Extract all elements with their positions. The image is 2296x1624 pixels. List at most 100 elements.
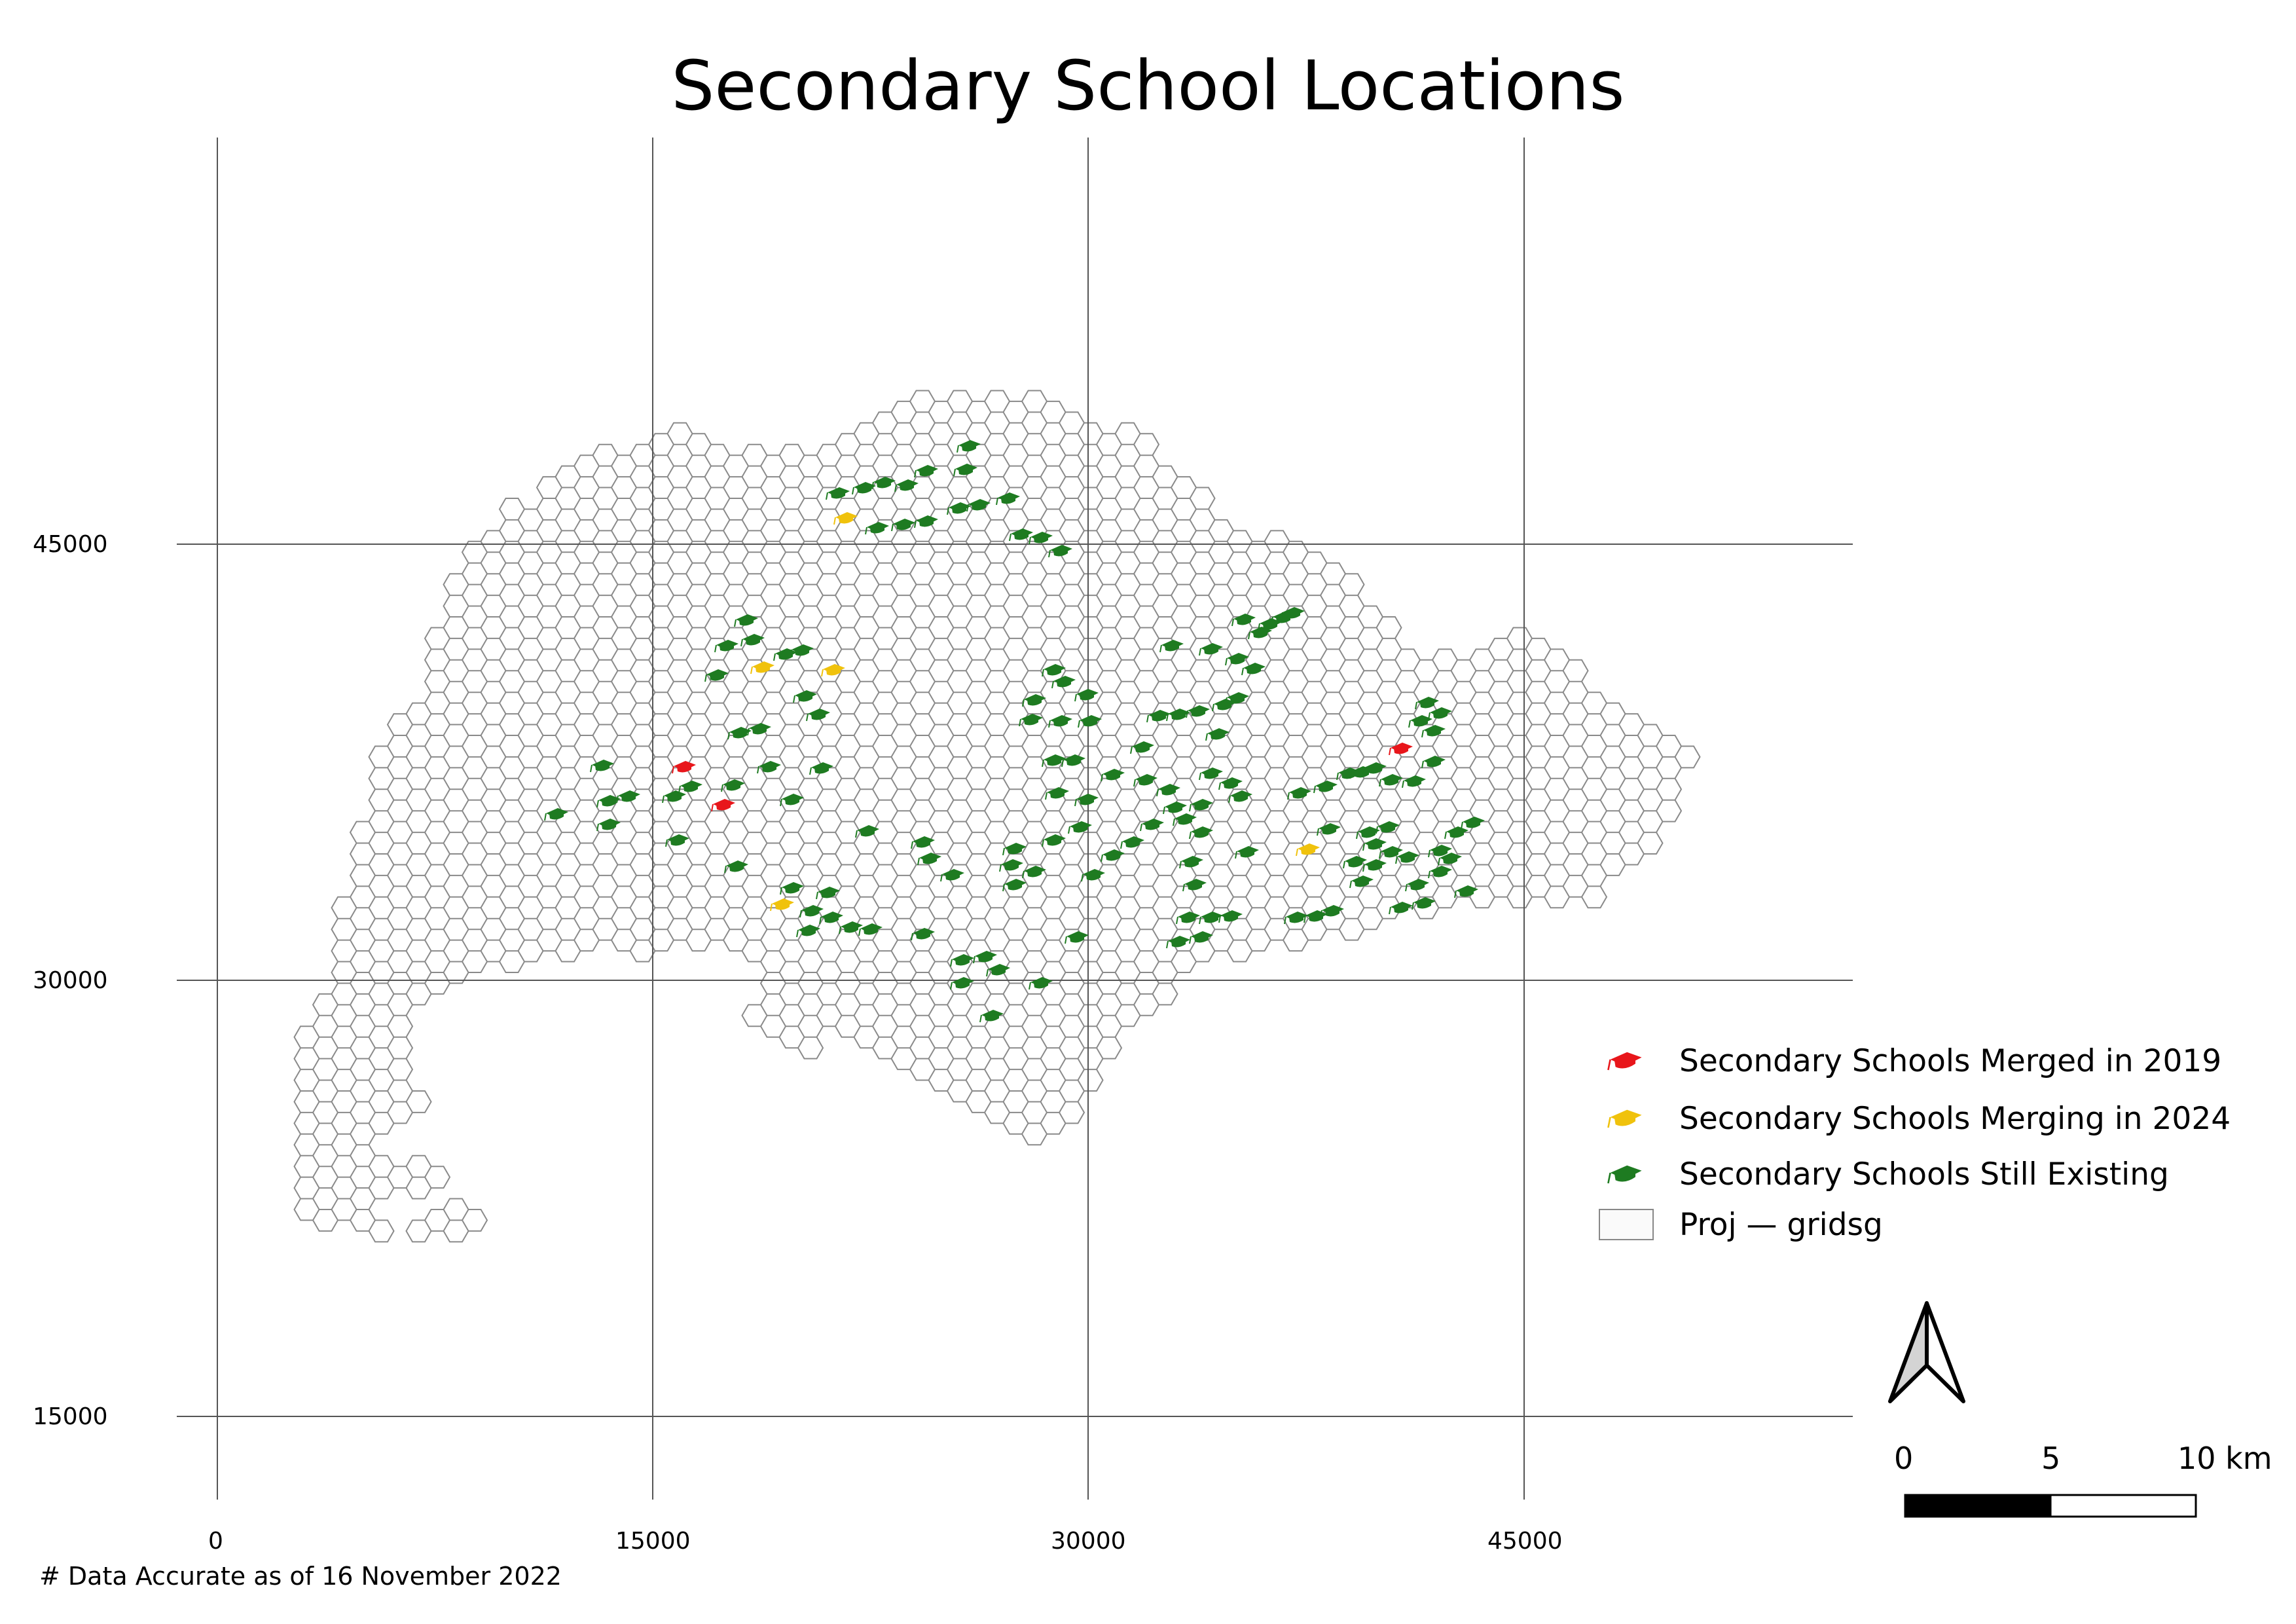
school-marker: [1081, 869, 1105, 882]
school-marker: [1199, 767, 1223, 781]
school-marker: [672, 761, 696, 774]
school-marker: [819, 912, 843, 925]
school-marker: [1241, 663, 1266, 676]
school-marker: [1313, 781, 1338, 794]
school-marker: [1199, 912, 1223, 925]
polygon-fill-icon: [1599, 1209, 1654, 1240]
school-marker: [1199, 643, 1223, 656]
school-marker: [1287, 787, 1311, 800]
school-markers-layer: [544, 440, 1485, 1023]
school-marker: [891, 519, 915, 532]
school-marker: [799, 905, 824, 918]
data-note: # Data Accurate as of 16 November 2022: [39, 1562, 562, 1591]
school-marker: [1258, 618, 1282, 631]
legend-item-merging-2024: Secondary Schools Merging in 2024: [1597, 1096, 2252, 1141]
school-marker: [704, 669, 729, 682]
school-marker: [911, 836, 935, 849]
school-marker: [1284, 912, 1308, 925]
school-marker: [1218, 910, 1243, 923]
school-marker: [1189, 826, 1213, 840]
school-marker: [1146, 710, 1171, 723]
school-marker: [1068, 821, 1092, 834]
school-marker: [996, 492, 1020, 506]
school-marker: [1454, 885, 1478, 898]
school-marker: [740, 634, 765, 647]
school-marker: [747, 723, 771, 736]
school-marker: [665, 834, 689, 847]
school-marker: [1019, 714, 1043, 727]
school-marker: [1402, 775, 1426, 788]
x-tick-label: 0: [208, 1528, 223, 1555]
school-marker: [1303, 910, 1328, 923]
school-marker: [1444, 826, 1468, 840]
school-marker: [1029, 532, 1053, 545]
school-marker: [757, 761, 781, 774]
school-marker: [833, 512, 858, 525]
school-marker: [826, 487, 850, 500]
map-title: Secondary School Locations: [671, 46, 1625, 126]
school-marker: [1133, 774, 1157, 787]
legend-label: Secondary Schools Merged in 2019: [1679, 1043, 2222, 1079]
school-marker: [714, 640, 738, 653]
school-marker: [1395, 851, 1419, 864]
school-marker: [796, 925, 820, 938]
school-marker: [986, 964, 1010, 977]
school-marker: [1235, 846, 1259, 859]
school-marker: [940, 869, 964, 882]
school-marker: [1421, 725, 1446, 738]
school-marker: [839, 921, 863, 934]
school-marker: [1438, 853, 1462, 866]
school-marker: [917, 853, 941, 866]
school-marker: [662, 790, 686, 803]
north-arrow-icon: [1888, 1301, 1965, 1403]
school-marker: [1022, 694, 1046, 707]
school-marker: [953, 464, 977, 477]
y-tick-label: 45000: [33, 531, 108, 558]
school-marker: [950, 954, 974, 967]
school-marker: [979, 1010, 1004, 1023]
school-marker: [1189, 799, 1213, 812]
school-marker: [750, 661, 774, 674]
school-marker: [1061, 754, 1085, 767]
school-marker: [1173, 813, 1197, 826]
graduation-cap-icon: [1607, 1165, 1642, 1184]
school-marker: [1074, 794, 1099, 807]
school-marker: [1002, 879, 1027, 892]
school-marker: [780, 794, 804, 807]
school-marker: [596, 795, 621, 808]
school-marker: [1218, 777, 1243, 790]
school-marker: [1405, 879, 1429, 892]
school-marker: [914, 465, 938, 478]
school-marker: [790, 644, 814, 657]
school-marker: [1048, 545, 1072, 558]
school-marker: [590, 760, 614, 773]
school-marker: [1078, 715, 1102, 728]
school-marker: [1362, 762, 1387, 775]
school-marker: [1225, 653, 1249, 666]
coordinate-grid: [177, 138, 1853, 1500]
scale-bar-segment-5-10: [2049, 1494, 2197, 1518]
school-marker: [1166, 936, 1190, 949]
school-marker: [1002, 843, 1027, 856]
school-marker: [871, 477, 896, 490]
school-marker: [793, 690, 817, 703]
school-marker: [1362, 838, 1387, 851]
school-marker: [1022, 866, 1046, 879]
school-marker: [1461, 817, 1485, 830]
school-marker: [1379, 774, 1403, 787]
legend-item-merged-2019: Secondary Schools Merged in 2019: [1597, 1038, 2252, 1084]
school-marker: [1356, 826, 1380, 840]
school-marker: [1296, 843, 1320, 857]
x-tick-label: 15000: [615, 1528, 691, 1555]
school-marker: [1029, 977, 1053, 990]
school-marker: [711, 799, 735, 812]
school-marker: [734, 614, 758, 627]
legend-label: Secondary Schools Merging in 2024: [1679, 1101, 2231, 1137]
school-marker: [806, 709, 830, 722]
school-marker: [852, 482, 876, 495]
hexagon-grid-layer: [293, 390, 1701, 1243]
graduation-cap-icon: [1607, 1109, 1642, 1128]
school-marker: [1042, 834, 1066, 847]
